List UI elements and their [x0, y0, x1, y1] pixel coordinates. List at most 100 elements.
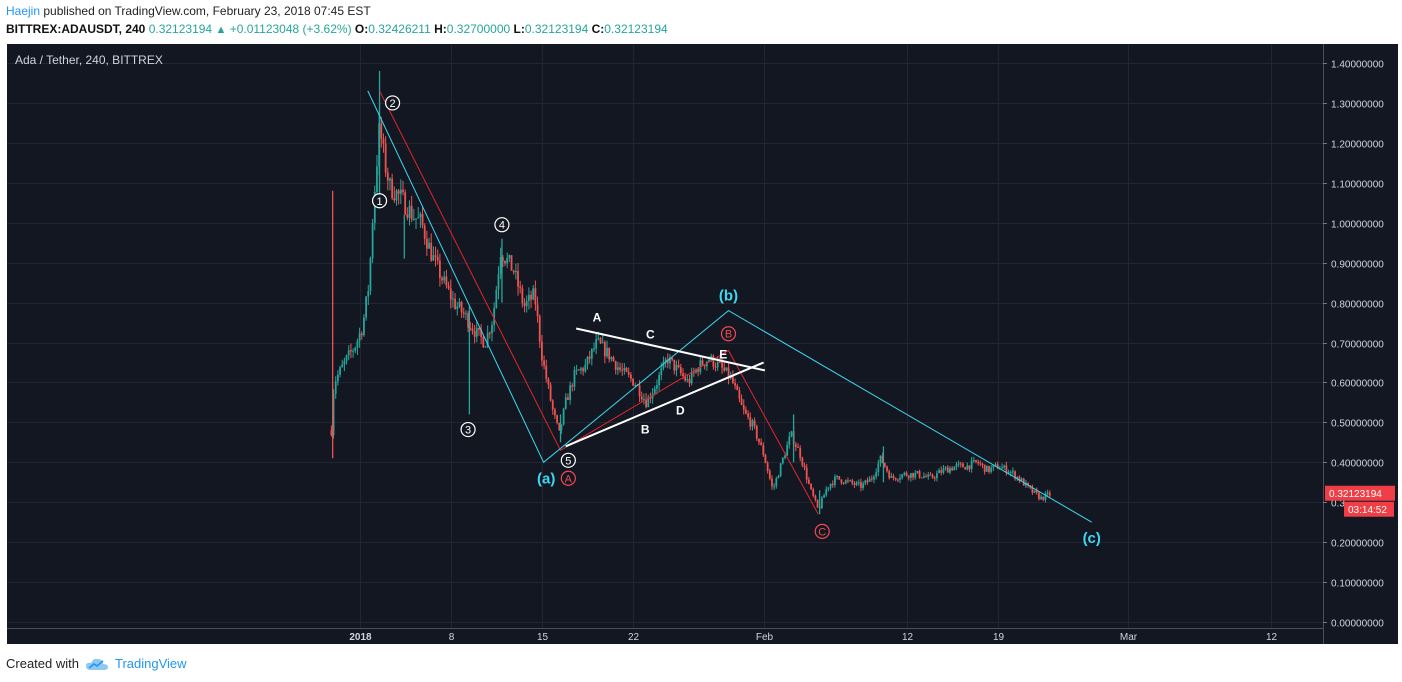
candle-body [397, 190, 400, 194]
candle-body [736, 385, 739, 391]
price-tick-label: 0.50000000 [1331, 419, 1384, 430]
candle-body [371, 222, 374, 259]
candle-body [675, 365, 678, 371]
ohlc-bar: BITTREX:ADAUSDT, 240 0.32123194 ▲ +0.011… [6, 22, 668, 36]
plot-area [7, 44, 1323, 628]
candle-body [966, 465, 969, 470]
candle-body [753, 420, 756, 426]
candle-body [410, 205, 413, 220]
brand-name: TradingView [114, 656, 187, 671]
wave-circle-text: A [565, 473, 573, 485]
candle-body [914, 472, 917, 478]
close-value: 0.32123194 [604, 22, 668, 36]
author-link[interactable]: Haejin [6, 4, 41, 18]
time-axis[interactable]: 2018 8 15 22 Feb 12 19 Mar 12 [7, 628, 1323, 644]
candle-body [612, 357, 615, 362]
time-tick-label: Feb [756, 632, 774, 643]
candle-body [1014, 471, 1016, 479]
candle-body [547, 378, 550, 385]
price-axis[interactable]: 1.40000000 1.30000000 1.20000000 1.10000000… [1323, 44, 1395, 644]
candle-body [408, 205, 411, 218]
candle-body [595, 339, 598, 349]
candle-body [399, 189, 402, 194]
candle-body [879, 455, 882, 464]
wave-labels: 1 2 3 4 5 A B C A B C D E (a) (b) (c) [371, 95, 1101, 547]
candle-body [616, 367, 619, 370]
candle-body [851, 480, 854, 484]
candle-body [931, 475, 934, 478]
time-tick-label: Mar [1120, 632, 1138, 643]
candle-body [417, 217, 420, 219]
candle-body [890, 476, 893, 478]
candle-body [497, 273, 500, 290]
candle-body [425, 238, 428, 249]
candle-body [380, 123, 383, 139]
candle-body [912, 473, 914, 478]
candle-body [671, 357, 674, 360]
triangle-lower-line [565, 361, 764, 448]
wave-label: C [814, 523, 830, 539]
candle-body [716, 361, 719, 368]
candle-body [645, 399, 647, 408]
candle-body [653, 388, 656, 394]
chart-area[interactable]: 1 2 3 4 5 A B C A B C D E (a) (b) (c) 1.40000000 1.300000… [0, 42, 1402, 648]
candle-body [488, 332, 491, 334]
wave-label: B [720, 326, 737, 342]
wave-label: 3 [460, 421, 476, 438]
price-tick-label: 0.80000000 [1331, 300, 1384, 311]
candle-body [510, 255, 513, 271]
candle-body [942, 468, 945, 473]
candle-body [896, 479, 899, 481]
time-tick-label: 22 [628, 632, 640, 643]
candle-body [881, 455, 884, 463]
candle-body [699, 360, 702, 372]
candle-body [460, 302, 463, 313]
candle-body [918, 471, 921, 478]
candle-body [480, 329, 483, 338]
candle-body [554, 409, 556, 416]
candle-body [415, 218, 417, 220]
candle-body [723, 367, 726, 371]
price-chart[interactable]: 12345ABCABCDE(a)(b)(c)1.400000001.300000… [0, 42, 1402, 648]
wave-text: (b) [719, 287, 738, 304]
tradingview-link[interactable]: TradingView [85, 656, 187, 671]
candle-body [458, 302, 461, 307]
candle-body [590, 348, 593, 359]
candle-body [677, 365, 680, 367]
wave-circle [494, 217, 510, 233]
grid-lines [7, 44, 1323, 628]
candle-body [682, 373, 684, 377]
countdown-tag [1344, 501, 1394, 517]
candle-body [523, 303, 526, 307]
wave-label: A [593, 311, 602, 325]
wave-text: A [593, 311, 602, 325]
wave-circle [460, 421, 476, 438]
candle-body [981, 463, 984, 465]
candle-body [656, 385, 658, 389]
candle-body [864, 480, 867, 484]
candle-body [360, 333, 363, 336]
symbol-label: BITTREX:ADAUSDT, 240 [6, 22, 146, 36]
candle-body [662, 361, 665, 369]
wave-circle [371, 193, 388, 209]
candle-body [679, 366, 682, 374]
candle-body [627, 371, 630, 375]
candle-body [996, 464, 999, 469]
candle-body [445, 276, 448, 286]
candle-body [404, 192, 407, 215]
candle-body [1035, 490, 1038, 493]
candle-body [562, 408, 565, 425]
wave-label: E [719, 348, 727, 362]
candle-body [923, 476, 925, 478]
candle-body [886, 466, 888, 472]
time-tick-label: 19 [993, 632, 1005, 643]
candle-body [430, 242, 433, 261]
candle-body [1046, 492, 1049, 494]
open-label: O: [354, 22, 369, 36]
publish-text: published on TradingView.com, February 2… [43, 4, 371, 18]
candle-body [352, 350, 354, 352]
candle-body [779, 463, 782, 476]
candle-body [386, 172, 389, 181]
wave-label: D [676, 404, 685, 418]
candle-body [831, 483, 834, 485]
